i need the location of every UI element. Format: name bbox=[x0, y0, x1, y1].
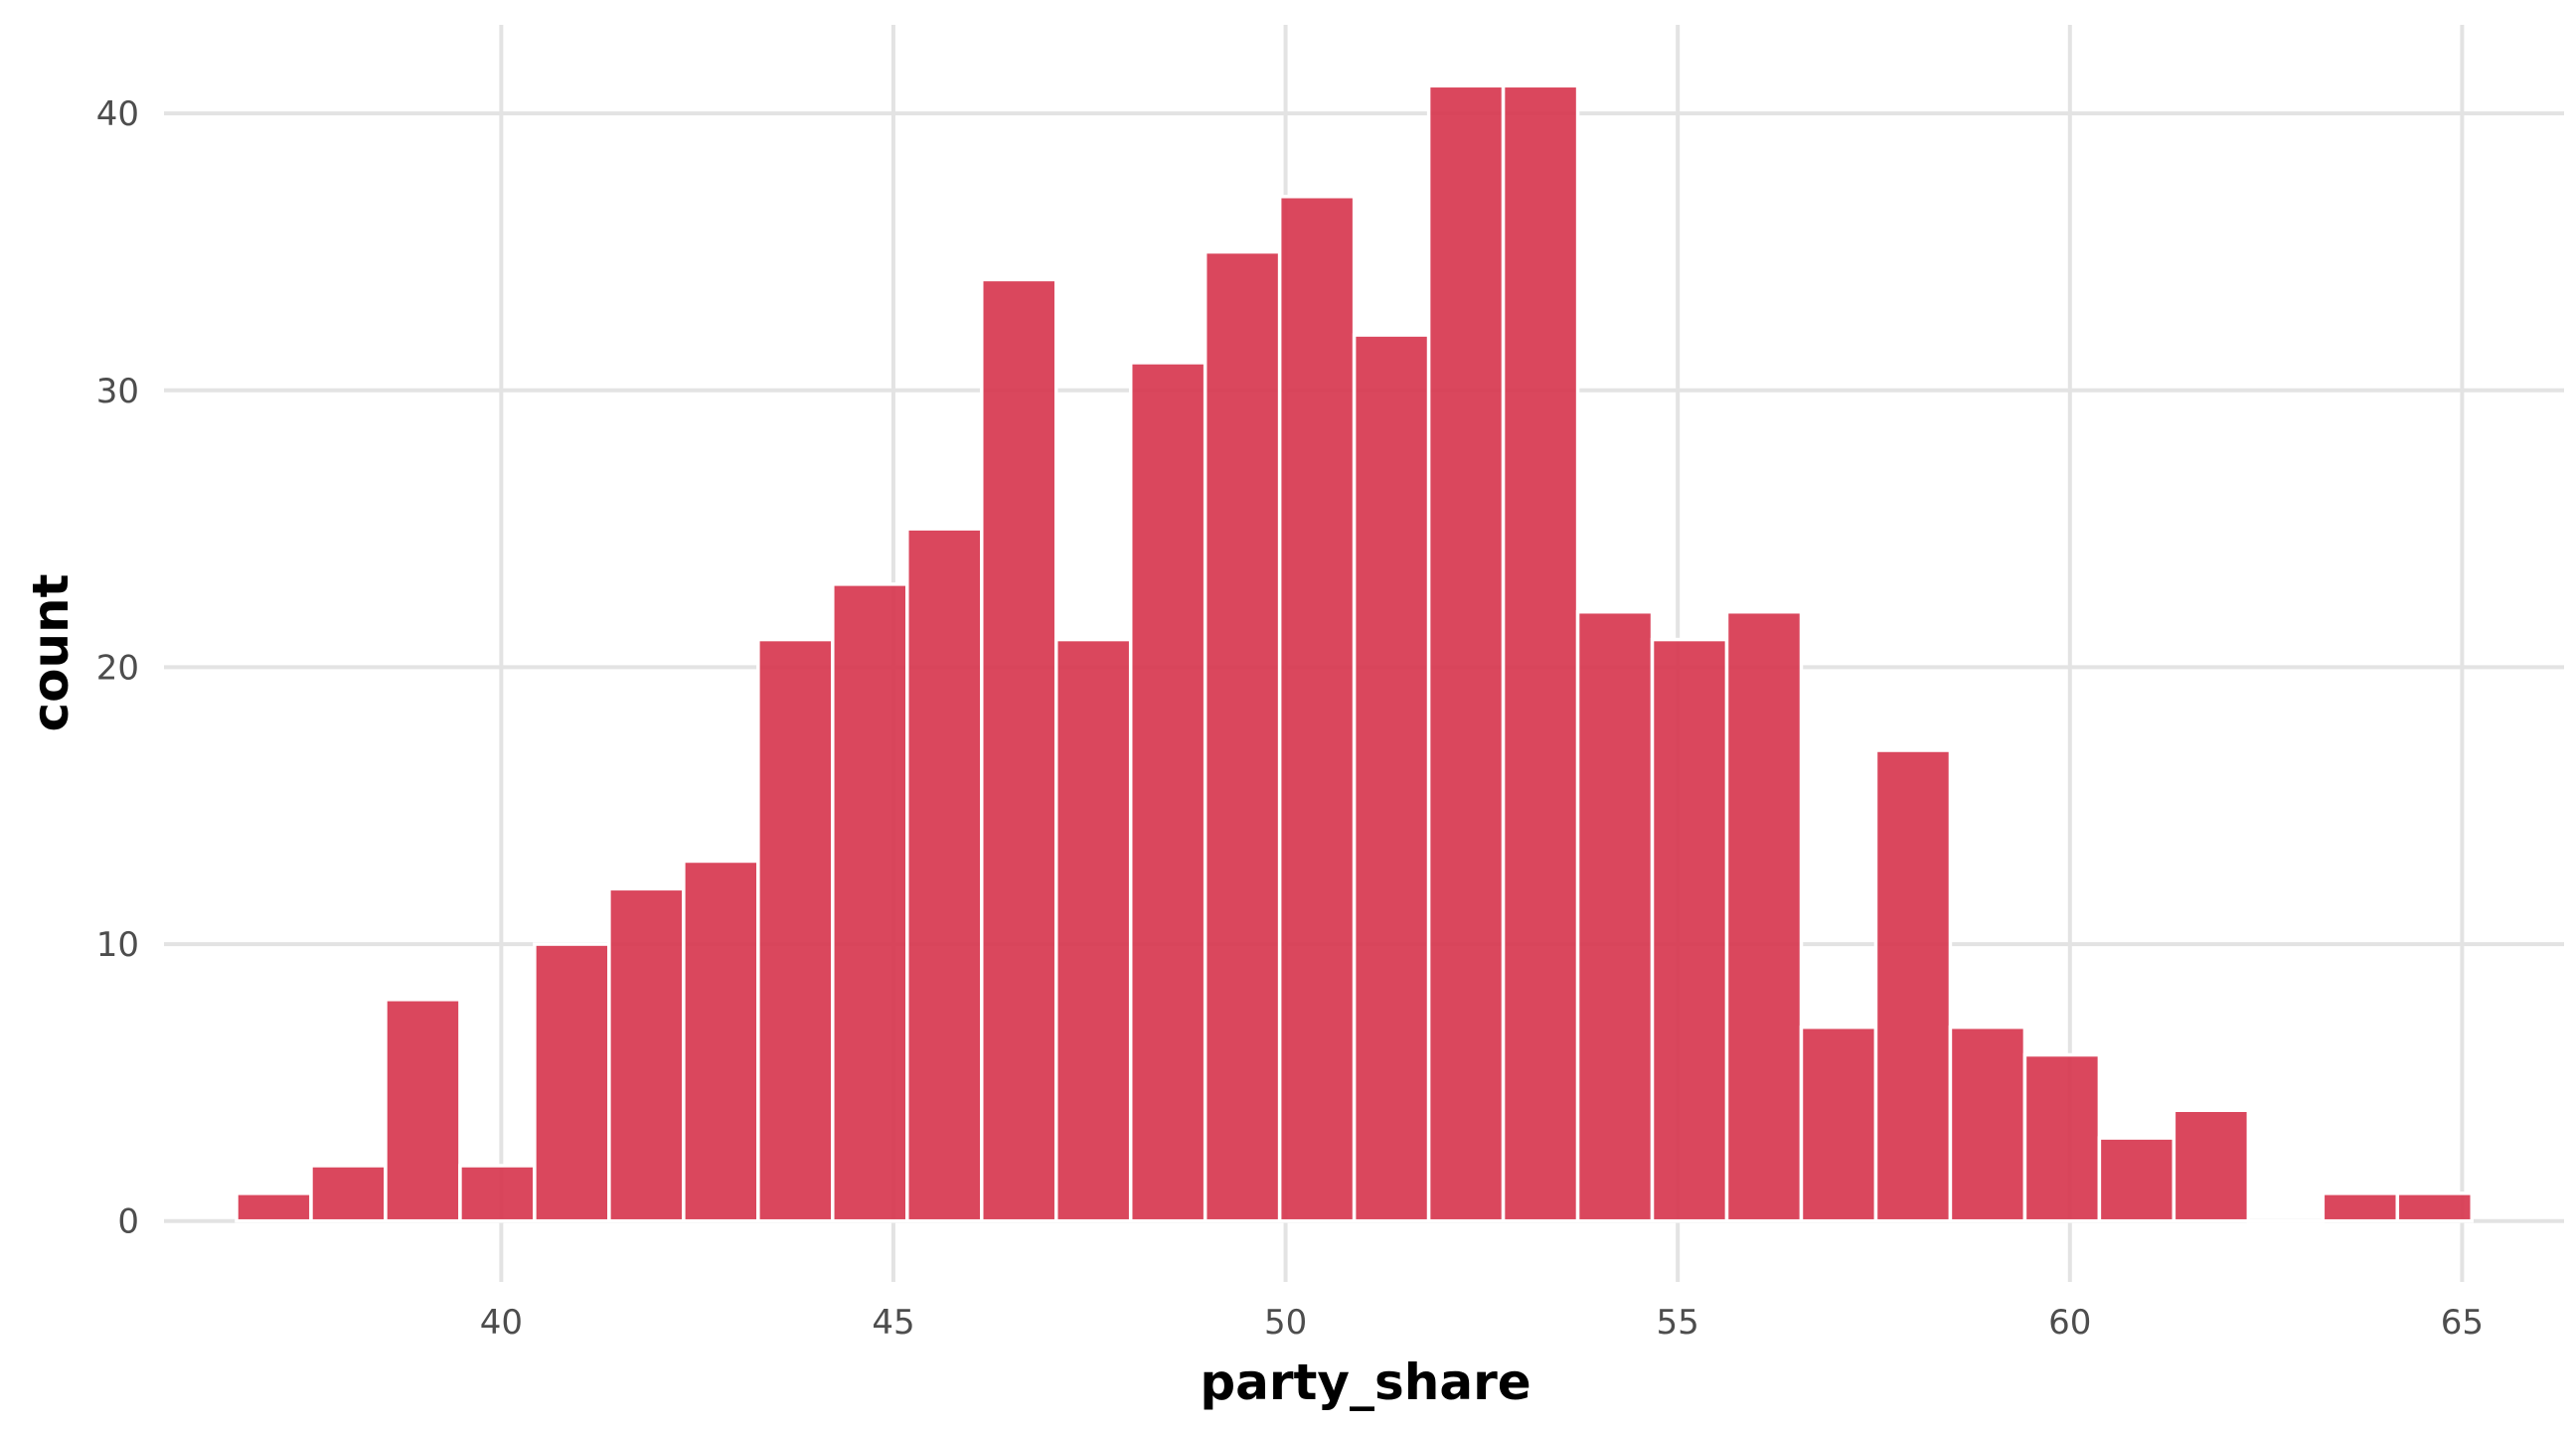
x-tick-label-55: 55 bbox=[1657, 1303, 1699, 1343]
histogram-bar-3 bbox=[384, 998, 462, 1223]
histogram-bar-19 bbox=[1575, 609, 1655, 1223]
histogram-bars bbox=[235, 83, 2475, 1223]
histogram-bar-18 bbox=[1501, 83, 1580, 1223]
histogram-bar-15 bbox=[1277, 195, 1357, 1223]
histogram-bar-1 bbox=[235, 1192, 313, 1223]
histogram-bar-4 bbox=[458, 1164, 537, 1223]
histogram-bar-29 bbox=[2321, 1192, 2400, 1223]
histogram-bar-2 bbox=[309, 1164, 388, 1223]
histogram-bar-5 bbox=[533, 942, 611, 1223]
histogram-bar-25 bbox=[2022, 1052, 2102, 1223]
x-tick-label-50: 50 bbox=[1264, 1303, 1307, 1343]
histogram-bar-21 bbox=[1724, 609, 1804, 1223]
y-tick-label-30: 30 bbox=[96, 372, 139, 411]
histogram-bar-20 bbox=[1650, 637, 1729, 1223]
histogram-bar-8 bbox=[756, 637, 835, 1223]
histogram-bar-28 bbox=[2246, 1218, 2326, 1223]
y-tick-label-20: 20 bbox=[96, 648, 139, 688]
histogram-bar-17 bbox=[1426, 83, 1506, 1223]
histogram-bar-14 bbox=[1203, 249, 1282, 1223]
tick-labels: 0 10 20 30 40 40 45 50 55 60 65 bbox=[96, 94, 2484, 1343]
histogram-bar-13 bbox=[1128, 361, 1208, 1223]
histogram-bar-9 bbox=[831, 582, 909, 1223]
y-axis-title: count bbox=[22, 573, 80, 731]
y-tick-label-10: 10 bbox=[96, 925, 139, 965]
histogram-bar-12 bbox=[1053, 637, 1133, 1223]
histogram-bar-6 bbox=[607, 886, 686, 1223]
y-tick-label-40: 40 bbox=[96, 94, 139, 134]
histogram-bar-11 bbox=[980, 277, 1058, 1223]
histogram-bar-7 bbox=[682, 859, 760, 1223]
histogram-bar-27 bbox=[2172, 1108, 2251, 1223]
x-tick-label-45: 45 bbox=[872, 1303, 914, 1343]
x-tick-label-60: 60 bbox=[2048, 1303, 2091, 1343]
histogram-bar-23 bbox=[1873, 748, 1953, 1223]
histogram-bar-26 bbox=[2097, 1136, 2176, 1223]
x-axis-title: party_share bbox=[1200, 1353, 1530, 1411]
x-tick-label-65: 65 bbox=[2441, 1303, 2484, 1343]
histogram-bar-30 bbox=[2395, 1192, 2475, 1223]
x-tick-label-40: 40 bbox=[480, 1303, 523, 1343]
y-tick-label-0: 0 bbox=[117, 1202, 139, 1242]
histogram-bar-24 bbox=[1948, 1025, 2027, 1223]
histogram-bar-10 bbox=[905, 527, 984, 1223]
histogram-bar-22 bbox=[1799, 1025, 1878, 1223]
histogram-bar-16 bbox=[1352, 333, 1431, 1223]
